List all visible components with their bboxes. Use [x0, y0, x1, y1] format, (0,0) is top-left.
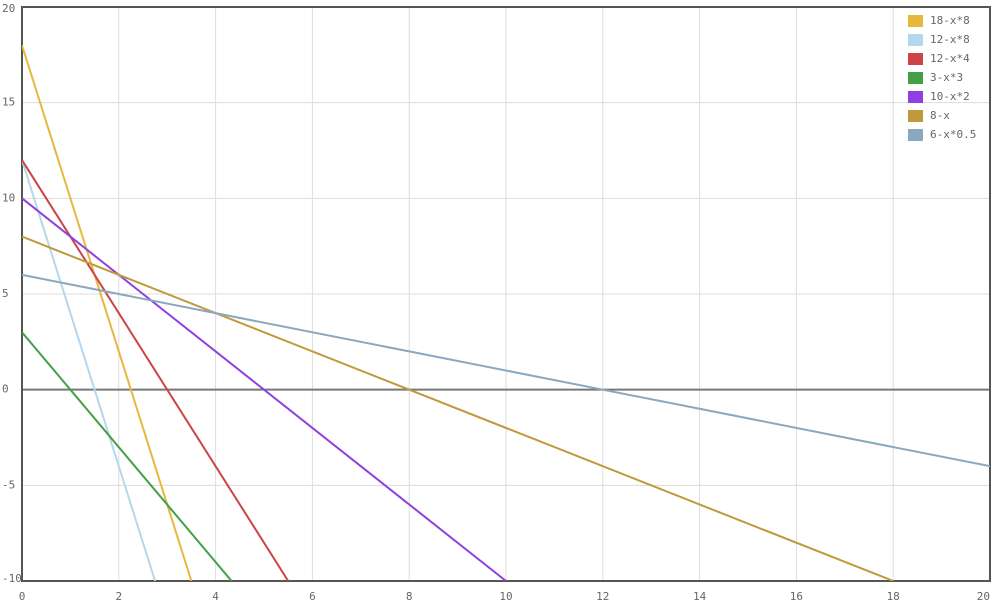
x-tick-label: 4 [212, 590, 219, 603]
legend-swatch [908, 72, 923, 84]
x-tick-label: 6 [309, 590, 316, 603]
series-line [22, 159, 290, 581]
y-tick-label: 20 [2, 2, 15, 15]
legend-label: 12-x*4 [930, 52, 970, 65]
x-tick-label: 2 [115, 590, 122, 603]
legend-label: 3-x*3 [930, 71, 963, 84]
plot-area [22, 44, 990, 581]
x-tick-label: 0 [19, 590, 26, 603]
series-line [22, 197, 507, 581]
y-tick-label: 5 [2, 287, 9, 300]
y-tick-label: -10 [2, 572, 22, 585]
legend-label: 12-x*8 [930, 33, 970, 46]
x-tick-label: 16 [790, 590, 803, 603]
legend-label: 18-x*8 [930, 14, 970, 27]
y-tick-label: -5 [2, 478, 15, 491]
series-line [22, 273, 990, 468]
x-tick-label: 10 [499, 590, 512, 603]
y-tick-label: 15 [2, 96, 15, 109]
x-tick-label: 14 [693, 590, 707, 603]
series-line [22, 331, 233, 581]
legend-label: 10-x*2 [930, 90, 970, 103]
legend-swatch [908, 91, 923, 103]
series-line [22, 44, 193, 581]
legend-swatch [908, 53, 923, 65]
legend-swatch [908, 129, 923, 141]
legend-swatch [908, 15, 923, 27]
y-tick-label: 10 [2, 191, 15, 204]
x-tick-label: 18 [887, 590, 900, 603]
legend-label: 6-x*0.5 [930, 128, 976, 141]
x-tick-label: 12 [596, 590, 609, 603]
x-tick-label: 20 [977, 590, 990, 603]
legend-swatch [908, 34, 923, 46]
legend-label: 8-x [930, 109, 950, 122]
series-line [22, 235, 894, 581]
y-tick-label: 0 [2, 383, 9, 396]
series-line [22, 159, 157, 581]
x-tick-label: 8 [406, 590, 413, 603]
legend-swatch [908, 110, 923, 122]
